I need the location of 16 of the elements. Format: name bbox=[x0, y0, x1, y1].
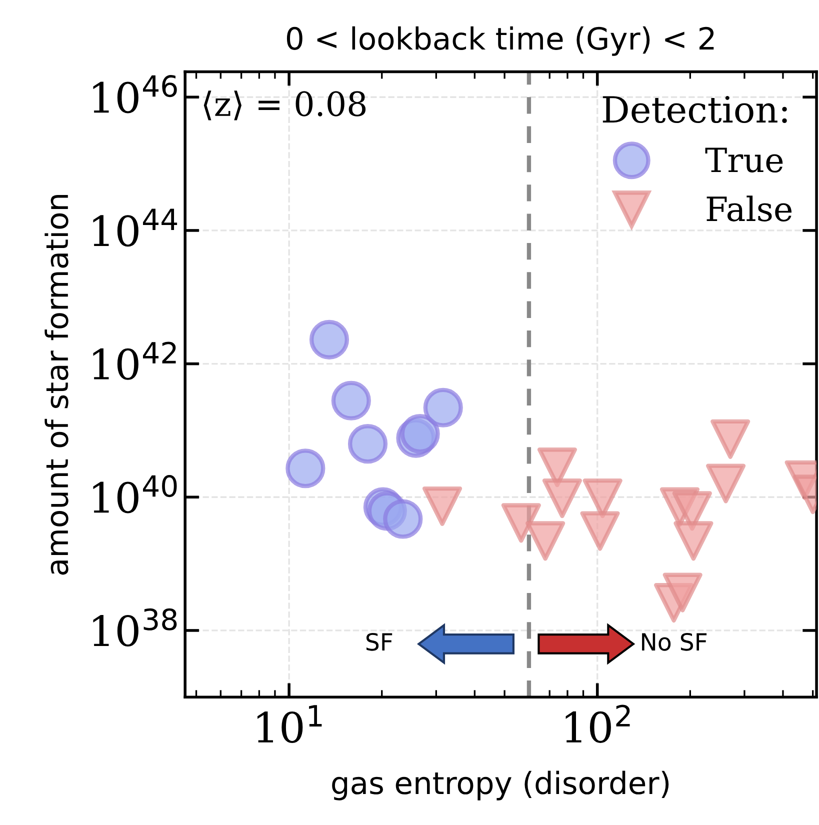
legend-label: False bbox=[706, 196, 792, 222]
x-tick-label: 10$^{1}$ bbox=[257, 705, 322, 743]
annotation: ⟨z⟩ = 0.08 bbox=[204, 90, 366, 120]
legend-title: Detection: bbox=[602, 96, 787, 124]
y-tick-label: 10$^{42}$ bbox=[93, 342, 176, 380]
y-tick-label: 10$^{38}$ bbox=[93, 608, 177, 647]
chart-title: 0 < lookback time (Gyr) < 2 bbox=[286, 26, 714, 56]
annotation: SF bbox=[366, 632, 392, 651]
x-tick-label: 10$^{2}$ bbox=[566, 704, 630, 743]
y-tick-label: 10$^{40}$ bbox=[93, 475, 177, 514]
y-axis-title: amount of star formation bbox=[44, 194, 68, 575]
y-tick-label: 10$^{46}$ bbox=[93, 75, 177, 114]
y-tick-label: 10$^{44}$ bbox=[93, 208, 178, 247]
annotation: No SF bbox=[642, 632, 707, 651]
x-axis-title: gas entropy (disorder) bbox=[332, 770, 669, 800]
legend-label: True bbox=[705, 148, 783, 173]
